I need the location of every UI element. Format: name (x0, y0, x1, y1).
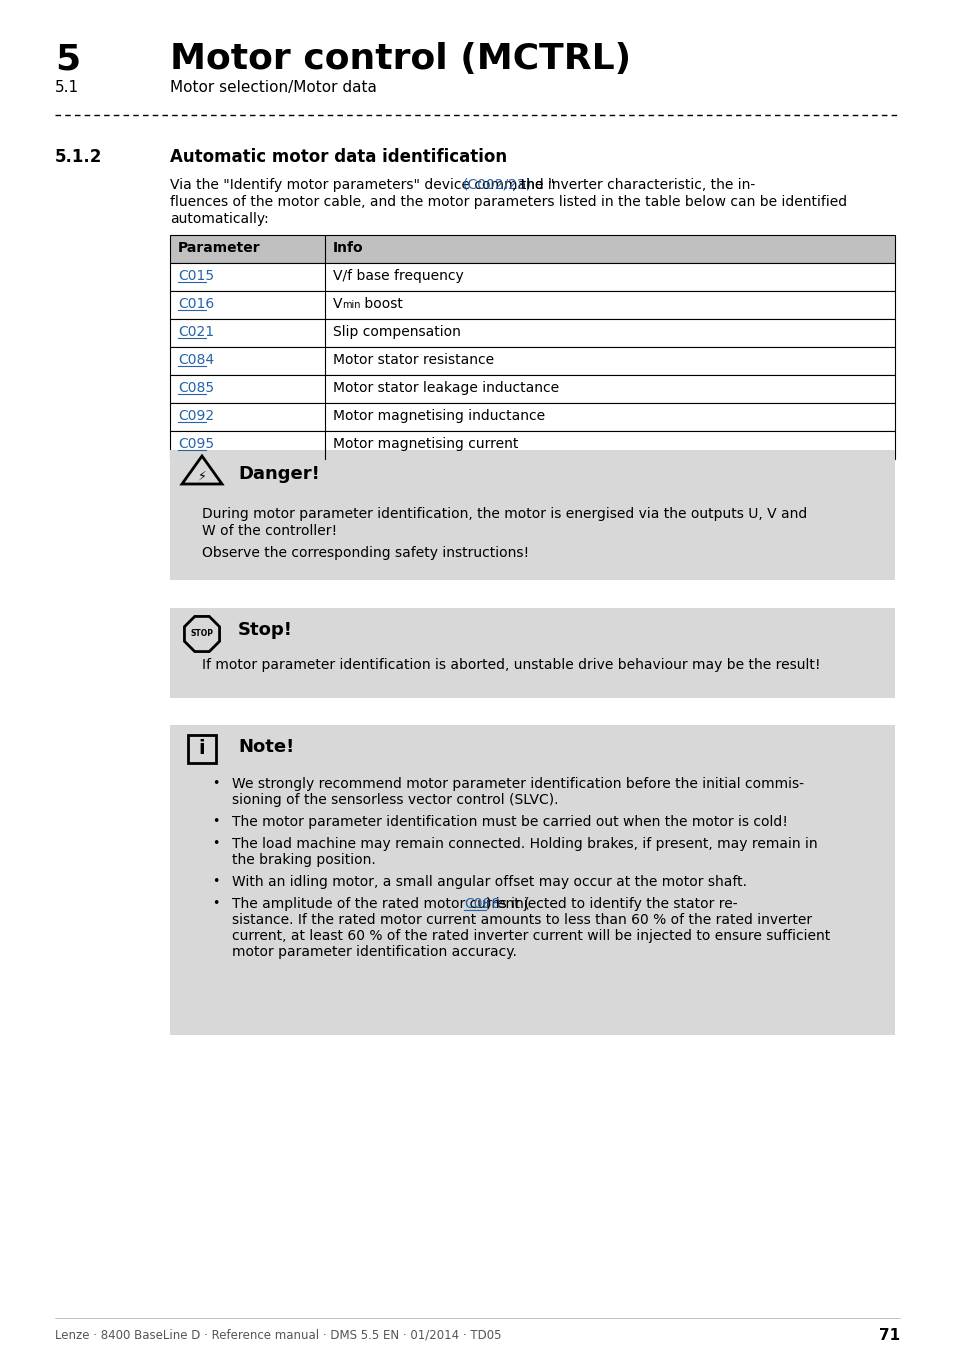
Text: boost: boost (359, 297, 402, 310)
Text: C084: C084 (178, 352, 213, 367)
Text: C015: C015 (178, 269, 213, 284)
Bar (188, 734, 215, 763)
Bar (170, 347, 894, 375)
Text: •: • (212, 837, 219, 850)
Text: V: V (333, 297, 342, 310)
Text: Info: Info (333, 242, 363, 255)
Text: fluences of the motor cable, and the motor parameters listed in the table below : fluences of the motor cable, and the mot… (170, 194, 846, 209)
Text: C095: C095 (178, 437, 213, 451)
Text: 5.1: 5.1 (55, 80, 79, 94)
Text: Motor control (MCTRL): Motor control (MCTRL) (170, 42, 631, 76)
Text: ⚡: ⚡ (197, 470, 206, 483)
Bar (170, 725, 894, 1035)
Text: During motor parameter identification, the motor is energised via the outputs U,: During motor parameter identification, t… (202, 508, 806, 521)
Text: , the inverter characteristic, the in-: , the inverter characteristic, the in- (512, 178, 755, 192)
Text: Danger!: Danger! (237, 464, 319, 483)
Text: the braking position.: the braking position. (232, 853, 375, 867)
Text: Via the "Identify motor parameters" device command ": Via the "Identify motor parameters" devi… (170, 178, 558, 192)
Text: C021: C021 (178, 325, 213, 339)
Bar (170, 235, 894, 263)
Text: •: • (212, 875, 219, 888)
Text: If motor parameter identification is aborted, unstable drive behaviour may be th: If motor parameter identification is abo… (202, 657, 820, 672)
Text: Note!: Note! (237, 738, 294, 756)
Text: Automatic motor data identification: Automatic motor data identification (170, 148, 507, 166)
Text: Motor magnetising current: Motor magnetising current (333, 437, 517, 451)
Bar (170, 608, 894, 698)
Text: •: • (212, 896, 219, 910)
Text: Slip compensation: Slip compensation (333, 325, 460, 339)
Bar (170, 263, 894, 292)
Text: •: • (212, 815, 219, 828)
Text: 5: 5 (55, 42, 80, 76)
Bar (170, 431, 894, 459)
Text: C088: C088 (463, 896, 499, 911)
Text: i: i (198, 740, 205, 759)
Text: Motor selection/Motor data: Motor selection/Motor data (170, 80, 376, 94)
Bar (170, 292, 894, 319)
Text: C092: C092 (178, 409, 213, 423)
Bar (170, 450, 894, 580)
Text: Motor magnetising inductance: Motor magnetising inductance (333, 409, 544, 423)
Text: We strongly recommend motor parameter identification before the initial commis-: We strongly recommend motor parameter id… (232, 778, 803, 791)
Text: W of the controller!: W of the controller! (202, 524, 336, 539)
Text: Parameter: Parameter (178, 242, 260, 255)
Text: (C002/23): (C002/23) (462, 178, 531, 192)
Text: With an idling motor, a small angular offset may occur at the motor shaft.: With an idling motor, a small angular of… (232, 875, 746, 890)
Text: ) is injected to identify the stator re-: ) is injected to identify the stator re- (485, 896, 737, 911)
Text: The load machine may remain connected. Holding brakes, if present, may remain in: The load machine may remain connected. H… (232, 837, 817, 850)
Bar (170, 375, 894, 404)
Text: Lenze · 8400 BaseLine D · Reference manual · DMS 5.5 EN · 01/2014 · TD05: Lenze · 8400 BaseLine D · Reference manu… (55, 1328, 501, 1341)
Bar (170, 319, 894, 347)
Text: The motor parameter identification must be carried out when the motor is cold!: The motor parameter identification must … (232, 815, 787, 829)
Text: 71: 71 (878, 1328, 899, 1343)
Text: automatically:: automatically: (170, 212, 269, 225)
Text: Motor stator resistance: Motor stator resistance (333, 352, 494, 367)
Text: min: min (341, 300, 360, 310)
Text: current, at least 60 % of the rated inverter current will be injected to ensure : current, at least 60 % of the rated inve… (232, 929, 829, 944)
Text: 5.1.2: 5.1.2 (55, 148, 102, 166)
Text: Stop!: Stop! (237, 621, 293, 639)
Text: C016: C016 (178, 297, 214, 310)
Text: The amplitude of the rated motor current (: The amplitude of the rated motor current… (232, 896, 529, 911)
Text: sioning of the sensorless vector control (SLVC).: sioning of the sensorless vector control… (232, 792, 558, 807)
Text: C085: C085 (178, 381, 213, 396)
Text: Motor stator leakage inductance: Motor stator leakage inductance (333, 381, 558, 396)
Text: V/f base frequency: V/f base frequency (333, 269, 463, 284)
Bar (170, 404, 894, 431)
Text: •: • (212, 778, 219, 790)
Text: Observe the corresponding safety instructions!: Observe the corresponding safety instruc… (202, 545, 529, 560)
Text: sistance. If the rated motor current amounts to less than 60 % of the rated inve: sistance. If the rated motor current amo… (232, 913, 811, 927)
Text: STOP: STOP (191, 629, 213, 639)
Text: motor parameter identification accuracy.: motor parameter identification accuracy. (232, 945, 517, 958)
